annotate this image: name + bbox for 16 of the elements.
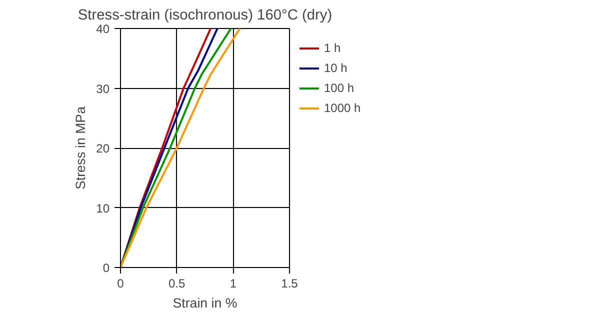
- x-tick-label: 0.5: [168, 276, 186, 290]
- x-axis-title: Strain in %: [172, 296, 238, 310]
- legend-label: 1 h: [324, 41, 342, 55]
- y-tick-label: 30: [96, 82, 110, 96]
- y-tick-label: 40: [96, 22, 110, 36]
- x-tick-label: 1.5: [281, 276, 298, 290]
- x-tick-label: 1: [230, 276, 237, 290]
- legend-label: 10 h: [324, 61, 348, 75]
- y-tick-label: 20: [96, 142, 110, 156]
- y-tick-label: 10: [96, 201, 110, 216]
- legend-label: 100 h: [324, 81, 356, 95]
- chart-title: Stress-strain (isochronous) 160°C (dry): [78, 8, 332, 24]
- legend-label: 1000 h: [324, 101, 362, 115]
- x-tick-label: 0: [117, 276, 124, 290]
- y-tick-label: 0: [102, 261, 110, 275]
- y-axis-title: Stress in MPa: [73, 106, 88, 190]
